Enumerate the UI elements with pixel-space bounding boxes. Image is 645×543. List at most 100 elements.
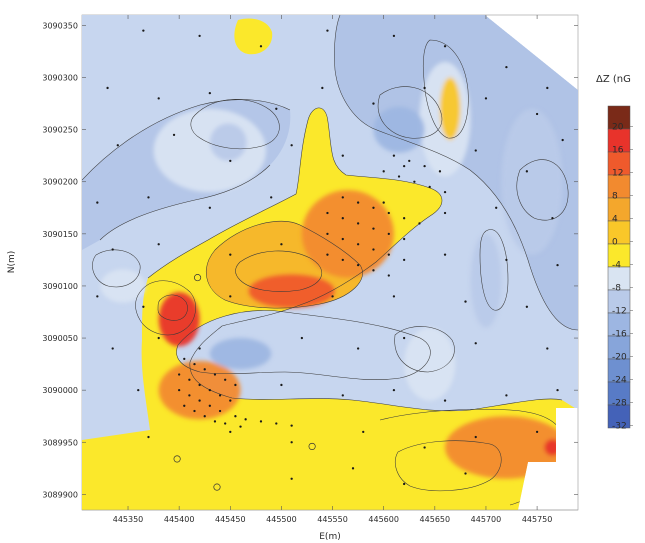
sample-point	[392, 295, 396, 298]
sample-point	[382, 170, 385, 173]
sample-point	[341, 258, 344, 262]
sample-point	[275, 107, 278, 110]
sample-point	[137, 389, 140, 392]
sample-point	[229, 295, 232, 298]
sample-point	[208, 92, 211, 95]
sample-point	[193, 409, 196, 413]
sample-point	[387, 274, 390, 277]
sample-point	[372, 206, 375, 209]
y-tick-label: 3089950	[42, 438, 78, 447]
sample-point	[387, 232, 390, 235]
sample-point	[275, 422, 278, 425]
x-axis-title: E(m)	[319, 532, 340, 542]
y-axis: 3089900 3089950 3090000 3090050 3090100 30901…	[42, 21, 578, 499]
sample-point	[208, 404, 211, 407]
colorbar-label: 8	[612, 192, 618, 202]
sample-point	[402, 258, 406, 262]
sample-point	[413, 180, 416, 183]
circle-marker	[213, 483, 221, 491]
colorbar-label: -20	[612, 353, 627, 363]
sample-point	[464, 472, 467, 475]
sample-point	[326, 211, 329, 215]
sample-point	[443, 45, 447, 48]
sample-point	[474, 149, 477, 152]
sample-point	[464, 300, 467, 303]
sample-point	[183, 357, 186, 361]
sample-point	[372, 227, 375, 230]
sample-point	[402, 217, 406, 220]
x-axis: 445350 445400 445450 445500 445550 445600 4456…	[82, 15, 578, 524]
sample-point	[193, 362, 196, 366]
sample-point	[198, 399, 201, 402]
x-tick-label: 445550	[317, 515, 348, 524]
colorbar-title: ΔZ (nG	[596, 74, 631, 85]
colorbar-label: -16	[612, 330, 627, 340]
sample-point	[438, 170, 442, 173]
sample-point	[147, 435, 150, 439]
sample-point	[96, 295, 99, 298]
sample-point	[234, 383, 237, 387]
sample-point	[290, 477, 293, 480]
anomaly-blob	[100, 269, 146, 303]
sample-point	[116, 144, 119, 147]
sample-point	[244, 418, 247, 421]
sample-point	[224, 422, 227, 425]
anomaly-blob	[404, 327, 456, 401]
sample-point	[259, 420, 263, 423]
anomaly-blob	[373, 106, 425, 153]
sample-point	[341, 237, 344, 241]
plot-area: 445350 445400 445450 445500 445550 445600 4456…	[7, 14, 579, 542]
sample-point	[290, 424, 293, 427]
sample-point	[341, 217, 344, 220]
sample-point	[198, 34, 201, 37]
x-tick-label: 445400	[164, 515, 195, 524]
sample-point	[418, 222, 421, 225]
sample-point	[397, 175, 401, 178]
sample-point	[535, 430, 539, 433]
top-yellow-patch	[234, 18, 273, 55]
sample-point	[535, 112, 539, 116]
y-axis-title: N(m)	[7, 251, 17, 274]
colorbar-label: -28	[612, 399, 627, 409]
sample-point	[341, 394, 344, 397]
y-tick-label: 3090150	[42, 230, 78, 239]
sample-point	[229, 253, 232, 256]
anomaly-blob	[501, 108, 563, 255]
x-tick-label: 445450	[215, 515, 246, 524]
circle-marker	[194, 274, 202, 282]
sample-point	[356, 222, 360, 225]
sample-point	[356, 201, 360, 204]
sample-point	[142, 305, 145, 308]
anomaly-blob	[158, 360, 241, 420]
sample-point	[234, 415, 237, 418]
sample-point	[505, 65, 508, 69]
sample-point	[428, 185, 431, 189]
sample-point	[556, 389, 559, 392]
sample-point	[372, 269, 375, 272]
sample-point	[423, 164, 426, 168]
colorbar-label: 16	[612, 146, 624, 156]
northeast-low-lobe	[334, 15, 578, 330]
sample-point	[208, 206, 211, 209]
y-tick-label: 3090050	[42, 334, 78, 343]
sample-point	[224, 378, 227, 381]
sample-point	[341, 154, 344, 157]
y-tick-label: 3090300	[42, 74, 78, 83]
colorbar-label: 4	[612, 215, 618, 225]
sample-point	[423, 86, 426, 90]
x-tick-label: 445750	[522, 515, 553, 524]
sample-point	[546, 86, 549, 90]
circle-marker	[308, 442, 316, 450]
sample-point	[443, 211, 447, 215]
sample-point	[351, 467, 355, 470]
y-tick-label: 3090250	[42, 126, 78, 135]
sample-point	[178, 389, 181, 392]
sample-point	[392, 34, 396, 37]
anomaly-blob	[301, 190, 394, 278]
sample-point	[198, 383, 201, 387]
sample-point	[362, 430, 365, 433]
sample-point	[157, 336, 160, 340]
anomaly-blob	[470, 233, 502, 328]
sample-point	[239, 425, 242, 428]
sample-point	[382, 201, 385, 204]
